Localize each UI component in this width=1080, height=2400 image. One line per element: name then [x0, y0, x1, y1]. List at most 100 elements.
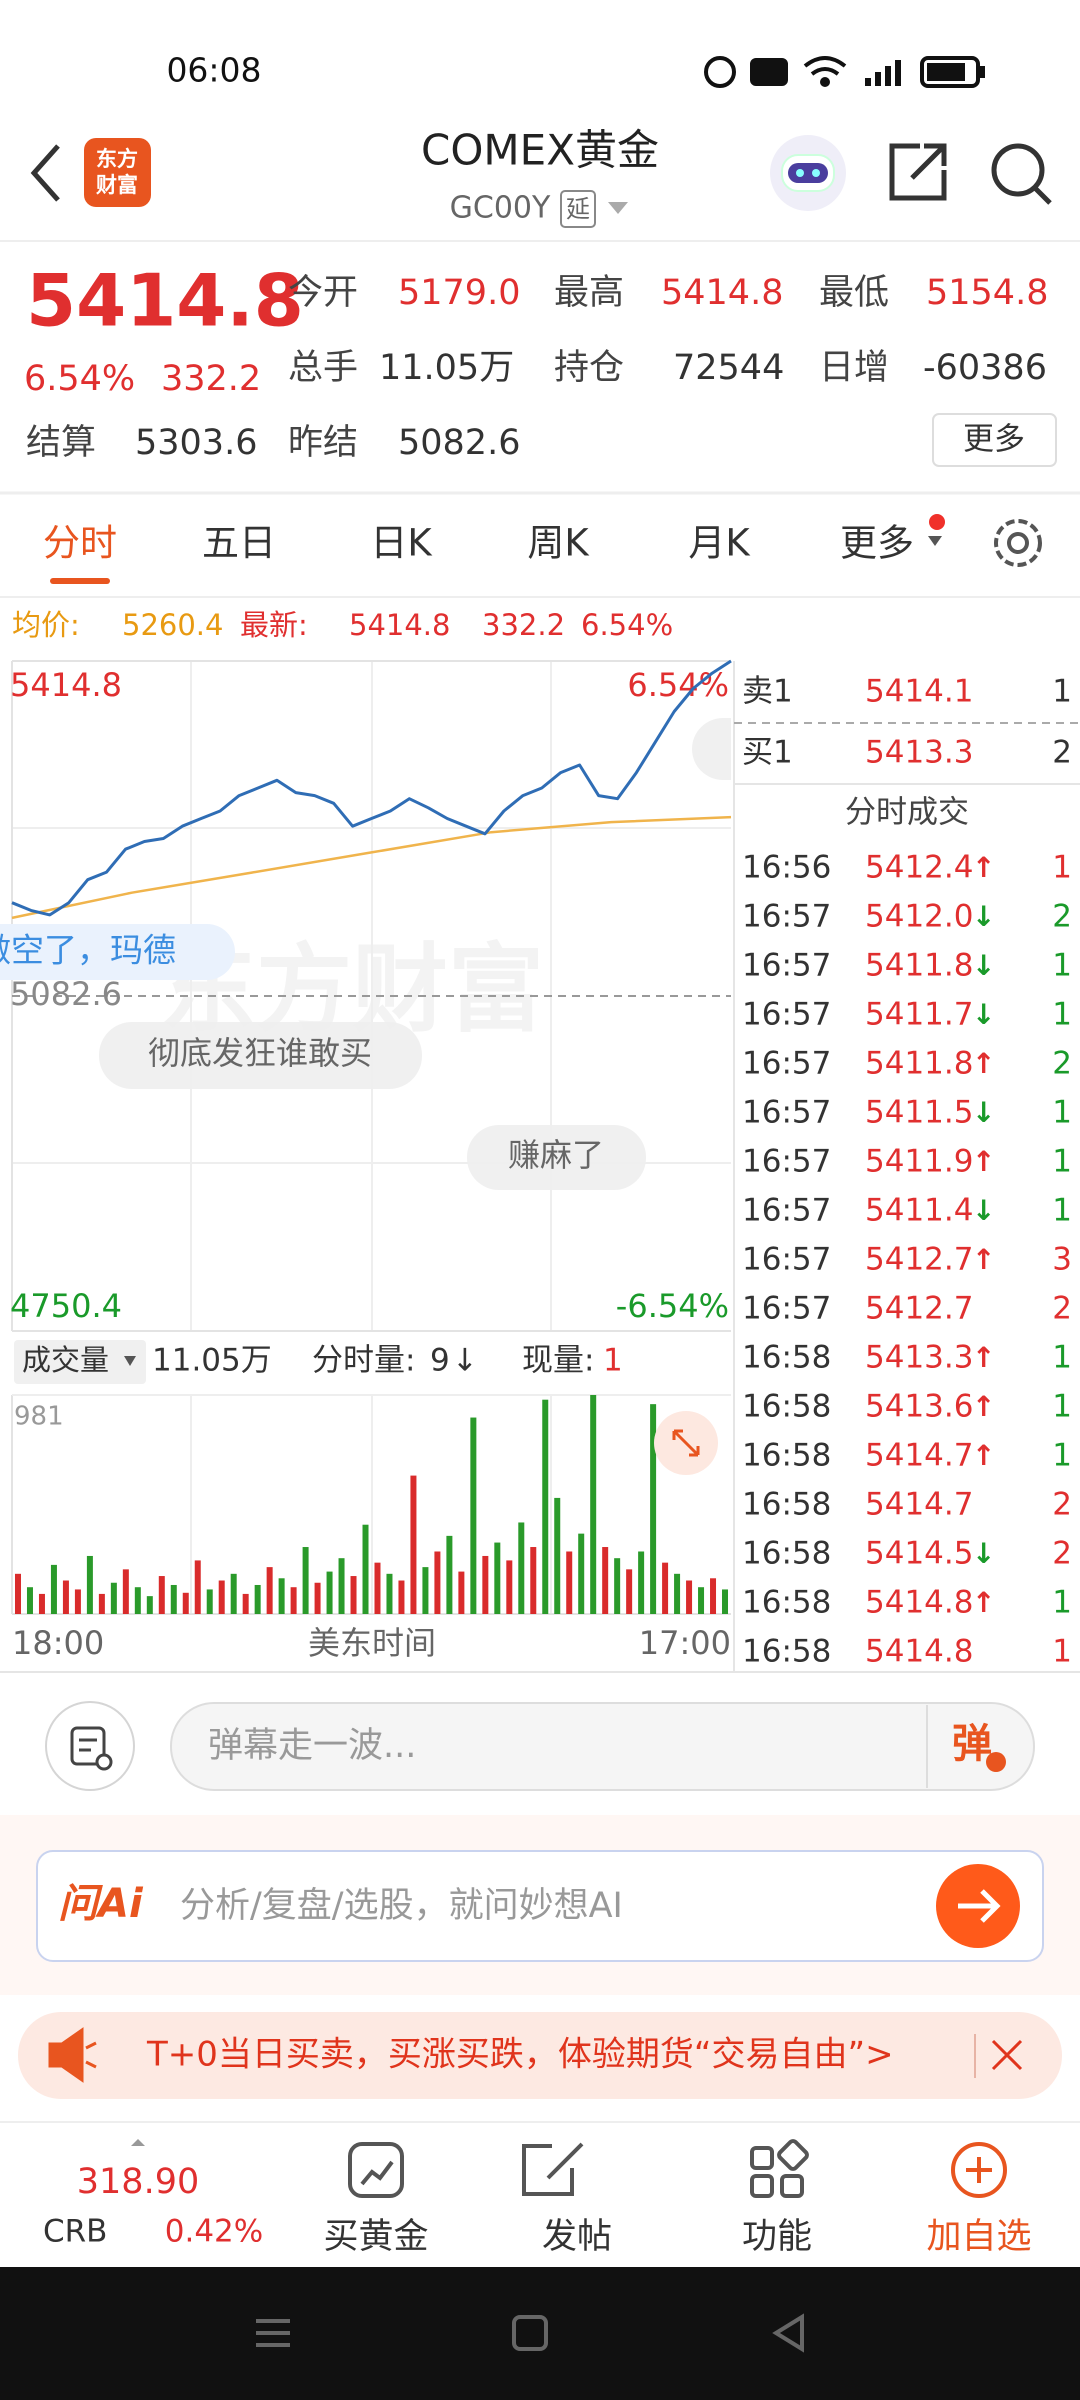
notice-dot: [929, 514, 945, 530]
volume-bar: [578, 1533, 585, 1614]
nav-icon[interactable]: [348, 2139, 1007, 2198]
index-change[interactable]: 0.42%: [165, 2214, 263, 2250]
ask-label: 卖1: [742, 674, 793, 710]
trade-arrow: ↑: [972, 1439, 995, 1472]
promo-text[interactable]: T+0当日买卖，买涨买跌，体验期货“交易自由”>: [146, 2035, 894, 2075]
danmaku-settings[interactable]: [45, 1701, 135, 1791]
volume-bar: [494, 1542, 501, 1614]
volume-bar: [134, 1587, 141, 1614]
back-button[interactable]: [30, 144, 60, 202]
trade-time: 16:57: [742, 899, 831, 935]
y2-tick-label: -6.54%: [616, 1287, 729, 1325]
nav-item[interactable]: 功能: [742, 2217, 812, 2257]
ai-input[interactable]: [36, 1850, 1044, 1962]
trade-price: 5412.7: [865, 1242, 973, 1278]
symbol-code: GC00Y: [450, 191, 551, 226]
avg-price: 5260.4: [122, 608, 223, 642]
volume-bar: [158, 1576, 165, 1614]
tab[interactable]: 日K: [370, 522, 433, 565]
index-name[interactable]: CRB: [43, 2214, 107, 2250]
trade-time: 16:58: [742, 1487, 831, 1523]
volume-bar: [530, 1547, 537, 1614]
stat-value: 72544: [673, 348, 784, 388]
volume-bar: [98, 1593, 105, 1614]
comment-input[interactable]: [170, 1702, 1035, 1791]
trade-volume: 1: [1052, 1144, 1072, 1180]
volume-bar: [194, 1560, 201, 1614]
trade-time: 16:58: [742, 1634, 831, 1670]
volume-bar: [314, 1582, 321, 1614]
volume-bar: [278, 1578, 285, 1614]
volume-total: 11.05万: [152, 1343, 272, 1379]
more-button-text[interactable]: 更多: [963, 422, 1025, 458]
dropdown-icon[interactable]: [124, 1356, 136, 1366]
stat-label: 最低: [819, 273, 889, 313]
system-nav: [0, 2267, 1080, 2400]
danmaku-bubble: [467, 1125, 646, 1190]
volume-bar: [86, 1555, 93, 1614]
stat-value: -60386: [923, 348, 1047, 388]
logo-text: 东方: [96, 147, 138, 171]
volume-bar: [38, 1593, 45, 1614]
share-icon[interactable]: [889, 143, 947, 201]
volume-bar: [698, 1587, 705, 1614]
nav-item[interactable]: 加自选: [926, 2217, 1031, 2257]
current-volume-label: 现量:: [522, 1343, 594, 1379]
volume-bar: [638, 1551, 645, 1614]
change-percent: 6.54%: [24, 359, 135, 399]
ai-submit[interactable]: [936, 1864, 1020, 1948]
more-button[interactable]: [932, 413, 1057, 467]
volume-bar: [614, 1558, 621, 1614]
danmaku-text: 赚麻了: [508, 1136, 604, 1174]
volume-bar: [518, 1522, 525, 1614]
tab[interactable]: 月K: [688, 522, 751, 565]
trade-volume: 1: [1052, 1095, 1072, 1131]
trade-price: 5414.5: [865, 1536, 973, 1572]
system-buttons[interactable]: [256, 2313, 804, 2353]
danmaku-button[interactable]: 弹: [952, 1721, 992, 1767]
tab-indicator: [50, 578, 110, 584]
ask-volume: 1: [1052, 674, 1072, 710]
settings-icon[interactable]: [994, 519, 1042, 567]
average-line: [11, 815, 732, 920]
trade-volume: 2: [1052, 1046, 1072, 1082]
stat-label: 持仓: [554, 348, 624, 388]
trade-price: 5411.7: [865, 997, 973, 1033]
nav-item[interactable]: 买黄金: [323, 2217, 428, 2257]
expand-button[interactable]: [654, 1411, 718, 1475]
tab[interactable]: 五日: [202, 522, 276, 565]
trade-volume: 1: [1052, 850, 1072, 886]
search-icon[interactable]: [991, 143, 1052, 205]
danmaku-bubble: [99, 1022, 422, 1089]
promo-banner[interactable]: [18, 2012, 1062, 2099]
trade-price: 5413.6: [865, 1389, 973, 1425]
nav-item[interactable]: 发帖: [542, 2217, 612, 2257]
close-banner[interactable]: [991, 2039, 1023, 2071]
tab[interactable]: 分时: [43, 522, 117, 565]
danmaku-layer: 做空了，玛德 彻底发狂谁敢买 赚麻了: [0, 718, 731, 1190]
trade-time: 16:58: [742, 1438, 831, 1474]
volume-selector[interactable]: [14, 1340, 146, 1384]
volume-bar: [386, 1573, 393, 1614]
index-value[interactable]: 318.90: [77, 2162, 199, 2202]
stat-value: 11.05万: [379, 348, 514, 388]
comment-placeholder[interactable]: 弹幕走一波...: [208, 1726, 416, 1766]
trade-price: 5414.8: [865, 1634, 973, 1670]
volume-bar: [230, 1573, 237, 1614]
ai-placeholder[interactable]: 分析/复盘/选股，就问妙想AI: [180, 1886, 623, 1926]
tab[interactable]: 更多: [840, 522, 914, 565]
ask-price: 5414.1: [865, 674, 973, 710]
trade-arrow: ↑: [972, 851, 995, 884]
dropdown-icon[interactable]: [608, 202, 628, 214]
tab[interactable]: 周K: [527, 522, 590, 565]
trade-time: 16:57: [742, 1242, 831, 1278]
trade-volume: 1: [1052, 997, 1072, 1033]
trade-volume: 2: [1052, 899, 1072, 935]
trade-time: 16:57: [742, 997, 831, 1033]
dropdown-icon[interactable]: [928, 536, 942, 546]
assistant-icon[interactable]: [770, 135, 846, 211]
logo-text: 财富: [96, 173, 138, 197]
volume-bar: [626, 1569, 633, 1614]
